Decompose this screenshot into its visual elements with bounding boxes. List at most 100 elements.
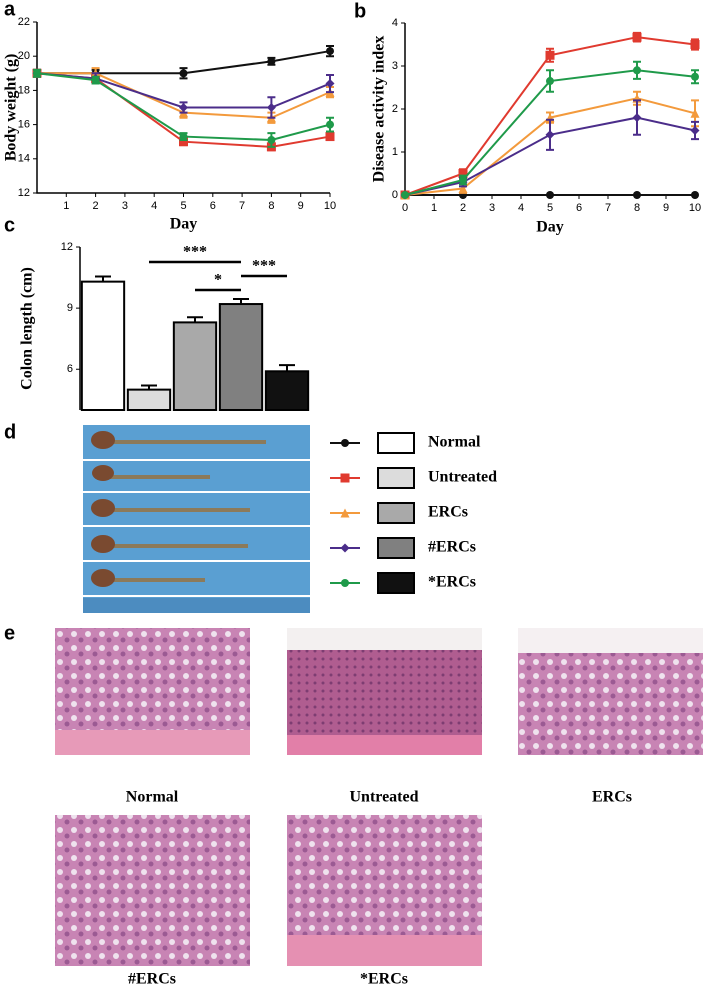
- bar: [172, 321, 218, 412]
- marker: [325, 79, 335, 89]
- marker: [458, 184, 468, 194]
- x-tick-label: 10: [324, 200, 336, 212]
- legend-swatch: [377, 572, 415, 594]
- significance-label: ***: [183, 244, 207, 261]
- panel-label: b: [354, 0, 366, 22]
- x-tick-label: 8: [268, 200, 274, 212]
- marker: [690, 40, 700, 49]
- legend-label: #ERCs: [428, 539, 476, 556]
- marker: [33, 69, 41, 78]
- x-tick-label: 7: [605, 202, 611, 214]
- y-tick-label: 12: [18, 187, 30, 199]
- legend-label: Untreated: [428, 469, 497, 486]
- legend-swatch: [377, 432, 415, 454]
- y-tick-label: 2: [392, 103, 398, 115]
- y-tick-label: 12: [61, 241, 73, 253]
- x-tick-label: 9: [663, 202, 669, 214]
- marker: [401, 191, 409, 199]
- y-tick-label: 18: [18, 84, 30, 96]
- marker: [340, 543, 350, 553]
- x-tick-label: 8: [634, 202, 640, 214]
- bar: [218, 303, 264, 411]
- significance-label: *: [214, 272, 222, 289]
- x-tick-label: 9: [298, 200, 304, 212]
- bar: [126, 388, 172, 411]
- x-tick-label: 1: [431, 202, 437, 214]
- legend-swatch: [377, 537, 415, 559]
- marker: [633, 191, 641, 199]
- marker: [91, 76, 100, 85]
- y-tick-label: 9: [67, 302, 73, 314]
- y-axis-label: Disease activity index: [371, 36, 388, 183]
- colon-photo: [83, 425, 310, 613]
- marker: [545, 50, 555, 60]
- x-tick-label: 2: [460, 202, 466, 214]
- marker: [179, 103, 188, 112]
- marker: [266, 103, 276, 112]
- marker: [690, 126, 700, 135]
- x-axis-label: Day: [170, 216, 198, 233]
- marker: [690, 108, 700, 118]
- bar: [264, 370, 310, 412]
- significance-label: ***: [252, 258, 276, 275]
- marker: [325, 132, 335, 142]
- x-tick-label: 5: [547, 202, 553, 214]
- marker: [691, 72, 699, 81]
- legend-label: Normal: [428, 434, 481, 451]
- x-tick-label: 3: [122, 200, 128, 212]
- x-tick-label: 6: [210, 200, 216, 212]
- legend-label: ERCs: [428, 504, 468, 521]
- marker: [546, 191, 554, 199]
- y-axis-label: Body weight (g): [3, 54, 20, 162]
- y-tick-label: 6: [67, 363, 73, 375]
- x-tick-label: 2: [93, 200, 99, 212]
- panel-label: d: [4, 421, 16, 443]
- caption: ERCs: [592, 789, 632, 806]
- marker: [691, 191, 699, 199]
- y-axis-label: Colon length (cm): [19, 267, 36, 390]
- y-tick-label: 20: [18, 50, 30, 62]
- caption: #ERCs: [128, 971, 176, 988]
- marker: [632, 32, 642, 42]
- legend-swatch: [377, 502, 415, 524]
- marker: [267, 135, 276, 144]
- marker: [326, 120, 334, 129]
- x-tick-label: 6: [576, 202, 582, 214]
- marker: [341, 439, 349, 447]
- y-tick-label: 22: [18, 16, 30, 28]
- marker: [633, 66, 641, 75]
- x-tick-label: 10: [689, 202, 701, 214]
- x-tick-label: 4: [151, 200, 157, 212]
- x-tick-label: 0: [402, 202, 408, 214]
- x-tick-label: 5: [180, 200, 186, 212]
- x-axis-label: Day: [536, 219, 564, 236]
- caption: Normal: [126, 789, 179, 806]
- caption: *ERCs: [360, 971, 408, 988]
- marker: [459, 175, 467, 184]
- error-bar: [279, 364, 295, 372]
- y-tick-label: 4: [392, 17, 398, 29]
- marker: [326, 47, 334, 56]
- marker: [546, 77, 554, 86]
- legend-swatch: [377, 467, 415, 489]
- marker: [545, 130, 555, 140]
- y-tick-label: 1: [392, 146, 398, 158]
- x-tick-label: 4: [518, 202, 524, 214]
- x-tick-label: 1: [63, 200, 69, 212]
- marker: [179, 132, 188, 141]
- bar: [80, 280, 126, 412]
- x-tick-label: 3: [489, 202, 495, 214]
- histology-images: [55, 628, 703, 966]
- marker: [340, 508, 350, 518]
- y-tick-label: 14: [18, 153, 30, 165]
- marker: [267, 57, 276, 66]
- panel-label: a: [4, 0, 16, 20]
- y-tick-label: 3: [392, 60, 398, 72]
- marker: [341, 579, 349, 587]
- panel-label: c: [4, 214, 15, 236]
- x-tick-label: 7: [239, 200, 245, 212]
- marker: [179, 137, 188, 147]
- panel-label: e: [4, 622, 15, 644]
- marker: [340, 473, 350, 483]
